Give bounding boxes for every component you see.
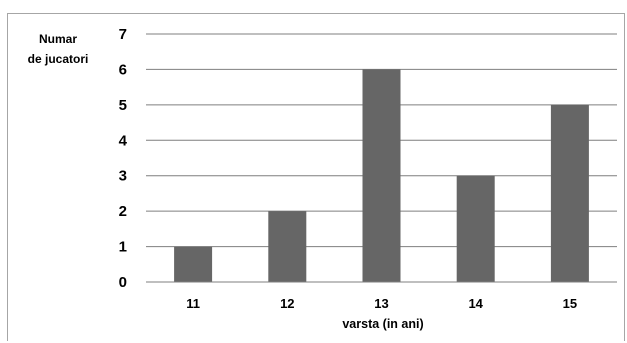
bar-12 (268, 211, 307, 282)
x-tick-label: 14 (468, 296, 483, 311)
y-tick-label: 3 (119, 168, 127, 185)
y-axis-label-line-1: Numar (39, 32, 77, 46)
bar-15 (550, 104, 589, 282)
x-tick-label: 13 (374, 296, 388, 311)
bar-13 (362, 69, 401, 282)
y-tick-label: 0 (119, 274, 127, 291)
y-tick-label: 1 (119, 239, 127, 256)
x-tick-label: 12 (280, 296, 294, 311)
bars (174, 69, 589, 282)
bar-14 (456, 175, 495, 282)
y-tick-label: 6 (119, 61, 127, 78)
y-tick-labels: 0 1 2 3 4 5 6 7 (119, 26, 128, 291)
chart-frame (7, 13, 625, 341)
y-axis-label-line-2: de jucatori (28, 52, 89, 66)
x-tick-label: 15 (563, 296, 577, 311)
y-tick-label: 7 (119, 26, 127, 43)
bar-11 (174, 246, 213, 282)
y-tick-label: 4 (119, 132, 128, 149)
x-tick-label: 11 (186, 296, 200, 311)
y-tick-label: 5 (119, 97, 127, 114)
x-axis-label: varsta (in ani) (342, 317, 423, 331)
y-tick-label: 2 (119, 203, 127, 220)
x-tick-labels: 11 12 13 14 15 (186, 296, 577, 311)
